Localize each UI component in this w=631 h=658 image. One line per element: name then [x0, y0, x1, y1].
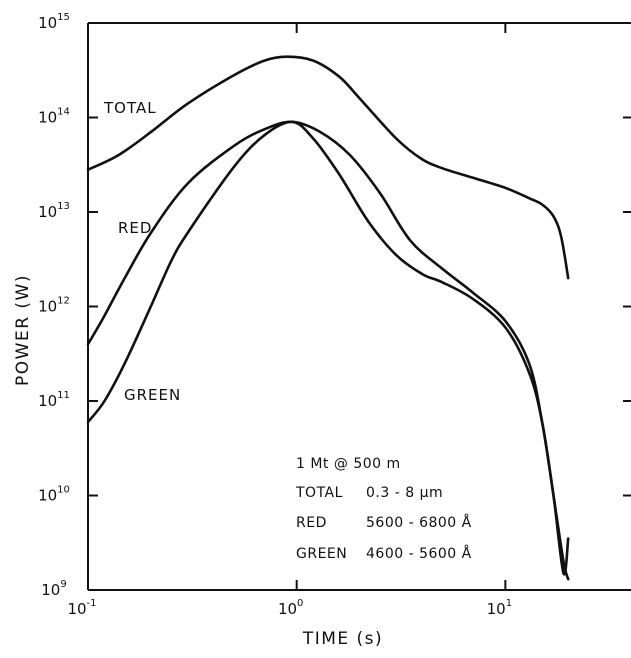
annotation-key: TOTAL	[295, 485, 343, 501]
y-ticks: 109 1010 1011 1012 1013 1014 1015	[38, 12, 631, 599]
annotation-key: RED	[296, 515, 327, 531]
x-ticks: 10-1 100 101	[67, 23, 512, 618]
series-line-total	[86, 55, 570, 280]
series-label-total: TOTAL	[103, 99, 157, 117]
x-tick-label: 10-1	[67, 598, 96, 618]
annotation-value: 4600 - 5600 Å	[366, 545, 472, 562]
y-tick-label: 109	[41, 579, 66, 599]
annotation-key: 1 Mt @ 500 m	[296, 456, 401, 472]
x-tick-label: 100	[278, 598, 303, 618]
annotation-value: 5600 - 6800 Å	[366, 514, 472, 531]
axes	[87, 22, 631, 591]
y-tick-label: 1011	[38, 390, 70, 410]
annotation-key: GREEN	[296, 546, 347, 562]
series-label-green: GREEN	[124, 386, 181, 404]
x-tick-label: 101	[487, 598, 512, 618]
y-axis-label: POWER (W)	[13, 274, 33, 386]
y-tick-label: 1012	[38, 296, 70, 316]
series-label-red: RED	[118, 219, 152, 237]
y-tick-label: 1013	[38, 201, 70, 221]
y-tick-label: 1010	[38, 485, 70, 505]
series-curves	[86, 55, 570, 581]
y-tick-label: 1015	[38, 12, 70, 32]
y-tick-label: 1014	[38, 107, 70, 127]
series-line-green	[86, 120, 570, 581]
x-axis-label: TIME (s)	[302, 629, 383, 649]
annotation-value: 0.3 - 8 μm	[366, 485, 443, 501]
series-line-red	[86, 120, 570, 576]
series-labels: TOTAL RED GREEN	[103, 99, 181, 404]
legend-annotation: 1 Mt @ 500 m TOTAL 0.3 - 8 μm RED 5600 - 680…	[295, 456, 472, 562]
